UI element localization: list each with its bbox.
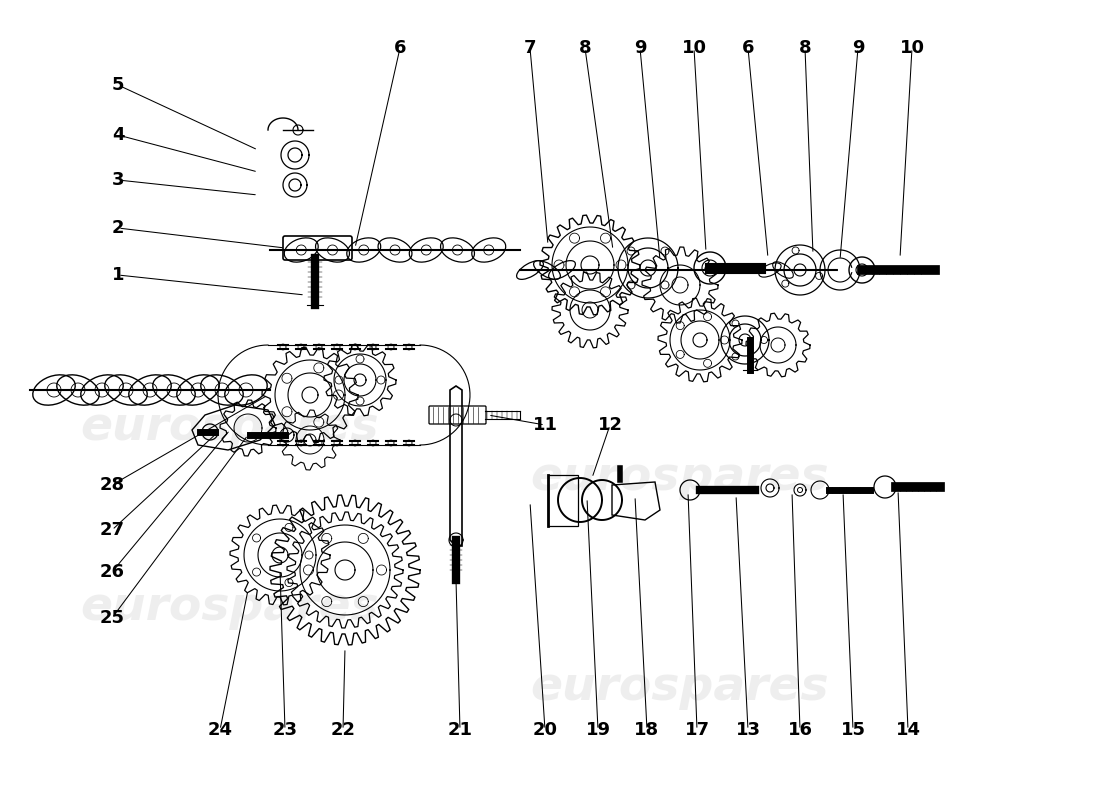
Text: 8: 8 [799,39,812,57]
Text: 22: 22 [330,721,355,739]
Text: 9: 9 [851,39,865,57]
Text: 24: 24 [208,721,232,739]
Text: 16: 16 [788,721,813,739]
Text: 13: 13 [736,721,760,739]
Text: 19: 19 [585,721,611,739]
Text: 14: 14 [895,721,921,739]
Text: 6: 6 [741,39,755,57]
Text: 21: 21 [448,721,473,739]
Text: 26: 26 [99,563,124,581]
Text: 7: 7 [524,39,537,57]
Text: 12: 12 [597,416,623,434]
Text: 10: 10 [682,39,706,57]
Text: 3: 3 [112,171,124,189]
Text: eurospares: eurospares [80,405,378,450]
Text: 28: 28 [99,476,124,494]
Text: 18: 18 [635,721,660,739]
Text: eurospares: eurospares [530,455,828,500]
Text: 27: 27 [99,521,124,539]
Text: eurospares: eurospares [80,585,378,630]
Text: 25: 25 [99,609,124,627]
Text: 1: 1 [112,266,124,284]
Text: 9: 9 [634,39,647,57]
Text: 2: 2 [112,219,124,237]
Text: 6: 6 [394,39,406,57]
Text: 20: 20 [532,721,558,739]
Text: eurospares: eurospares [530,665,828,710]
Text: 5: 5 [112,76,124,94]
Text: 11: 11 [532,416,558,434]
Text: 10: 10 [900,39,924,57]
Text: 8: 8 [579,39,592,57]
Text: 17: 17 [684,721,710,739]
Text: 23: 23 [273,721,297,739]
Text: 15: 15 [840,721,866,739]
Text: 4: 4 [112,126,124,144]
